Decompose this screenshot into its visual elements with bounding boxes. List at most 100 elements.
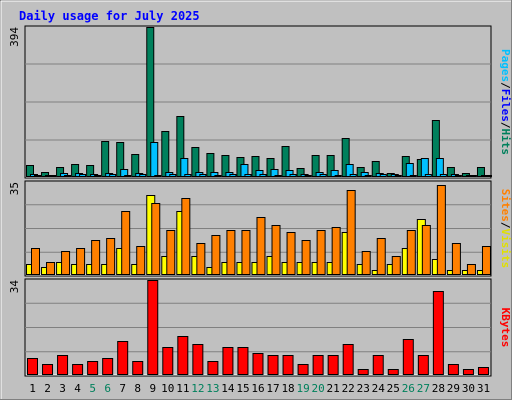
files-bar [405, 163, 414, 177]
kbytes-bar [312, 355, 324, 375]
kbytes-bar [207, 361, 219, 375]
x-tick-label: 20 [312, 382, 325, 395]
panel-1-legend: Pages/Files/Hits [499, 49, 512, 155]
x-tick-label: 31 [477, 382, 490, 395]
sites-bar [451, 243, 461, 275]
sites-bar [76, 248, 86, 275]
sites-bar [181, 198, 191, 275]
pages-bar [364, 175, 372, 177]
sites-bar [151, 203, 161, 275]
panel-2-legend: Sites/Visits [499, 189, 512, 269]
kbytes-bar [87, 361, 99, 375]
x-tick-label: 18 [281, 382, 294, 395]
sites-bar [196, 243, 206, 275]
sites-bar [331, 227, 341, 275]
kbytes-bar [372, 355, 384, 375]
x-tick-label: 28 [432, 382, 445, 395]
x-tick-label: 26 [402, 382, 415, 395]
x-tick-label: 5 [89, 382, 96, 395]
sites-bar [406, 230, 416, 275]
pages-bar [379, 174, 387, 177]
sites-bar [121, 211, 131, 275]
pages-bar [304, 175, 312, 177]
sites-bar [106, 238, 116, 275]
sites-bar [91, 240, 101, 275]
sites-bar [316, 230, 326, 275]
kbytes-bar [117, 341, 129, 375]
hits-bar [251, 156, 260, 177]
chart-title: Daily usage for July 2025 [19, 9, 200, 23]
pages-bar [214, 175, 222, 177]
kbytes-bar [222, 347, 234, 375]
panel-1-ymax-label: 394 [8, 27, 21, 47]
x-tick-label: 14 [221, 382, 235, 395]
pages-bar [34, 175, 41, 177]
kbytes-bar [237, 347, 249, 375]
pages-bar [409, 175, 417, 177]
kbytes-bar [147, 280, 159, 375]
kbytes-bar [417, 355, 429, 375]
sites-bar [436, 185, 446, 275]
sites-bar [421, 225, 431, 275]
x-tick-label: 24 [372, 382, 386, 395]
panel-3-ymax-label: 34 [8, 280, 21, 294]
x-tick-label: 3 [59, 382, 66, 395]
x-tick-label: 29 [447, 382, 460, 395]
sites-bar [286, 232, 296, 275]
x-tick-label: 12 [191, 382, 204, 395]
x-tick-label: 16 [251, 382, 264, 395]
x-tick-label: 30 [462, 382, 475, 395]
pages-bar [124, 175, 132, 177]
kbytes-bar [27, 358, 38, 375]
kbytes-bar [57, 355, 69, 375]
hits-bar [161, 131, 170, 177]
x-tick-label: 9 [149, 382, 156, 395]
legend-files: Files [499, 89, 512, 122]
legend-visits: Visits [499, 229, 512, 269]
sites-bar [31, 248, 40, 275]
legend-pages: Pages [499, 49, 512, 82]
sites-bar [241, 230, 251, 275]
x-tick-label: 27 [417, 382, 430, 395]
x-tick-label: 6 [104, 382, 111, 395]
legend-separator: / [499, 82, 512, 89]
pages-bar [439, 174, 447, 177]
pages-bar [79, 174, 87, 177]
kbytes-bar [42, 364, 54, 375]
panel-3-legend: KBytes [499, 308, 512, 348]
pages-bar [319, 174, 327, 177]
files-bar [420, 158, 429, 177]
x-tick-label: 8 [134, 382, 141, 395]
x-tick-label: 25 [387, 382, 400, 395]
sites-bar [481, 246, 491, 275]
pages-bar [349, 174, 357, 177]
kbytes-bar [357, 369, 369, 375]
kbytes-bar [342, 344, 354, 375]
kbytes-bar [432, 291, 444, 375]
kbytes-bar [447, 364, 459, 375]
sites-bar [391, 256, 401, 275]
pages-bar [424, 174, 432, 177]
kbytes-bar [282, 355, 294, 375]
kbytes-bar [132, 361, 144, 375]
files-bar [180, 158, 189, 177]
sites-bar [61, 251, 71, 275]
pages-bar [184, 174, 192, 177]
pages-bar [469, 175, 477, 177]
kbytes-bar [297, 364, 309, 375]
pages-bar [109, 174, 117, 177]
sites-bar [271, 225, 281, 275]
kbytes-bar [102, 358, 114, 375]
pages-bar [244, 174, 252, 177]
legend-hits: Hits [499, 129, 512, 156]
files-bar [435, 158, 444, 177]
sites-bar [466, 264, 476, 275]
chart-panels: 394Pages/Files/Hits35Sites/Visits34KByte… [8, 25, 512, 377]
kbytes-bar [402, 339, 414, 375]
pages-bar [64, 175, 72, 177]
pages-bar [139, 174, 147, 177]
x-tick-label: 10 [161, 382, 174, 395]
sites-bar [376, 238, 386, 275]
sites-bar [211, 235, 221, 275]
pages-bar [289, 174, 297, 177]
